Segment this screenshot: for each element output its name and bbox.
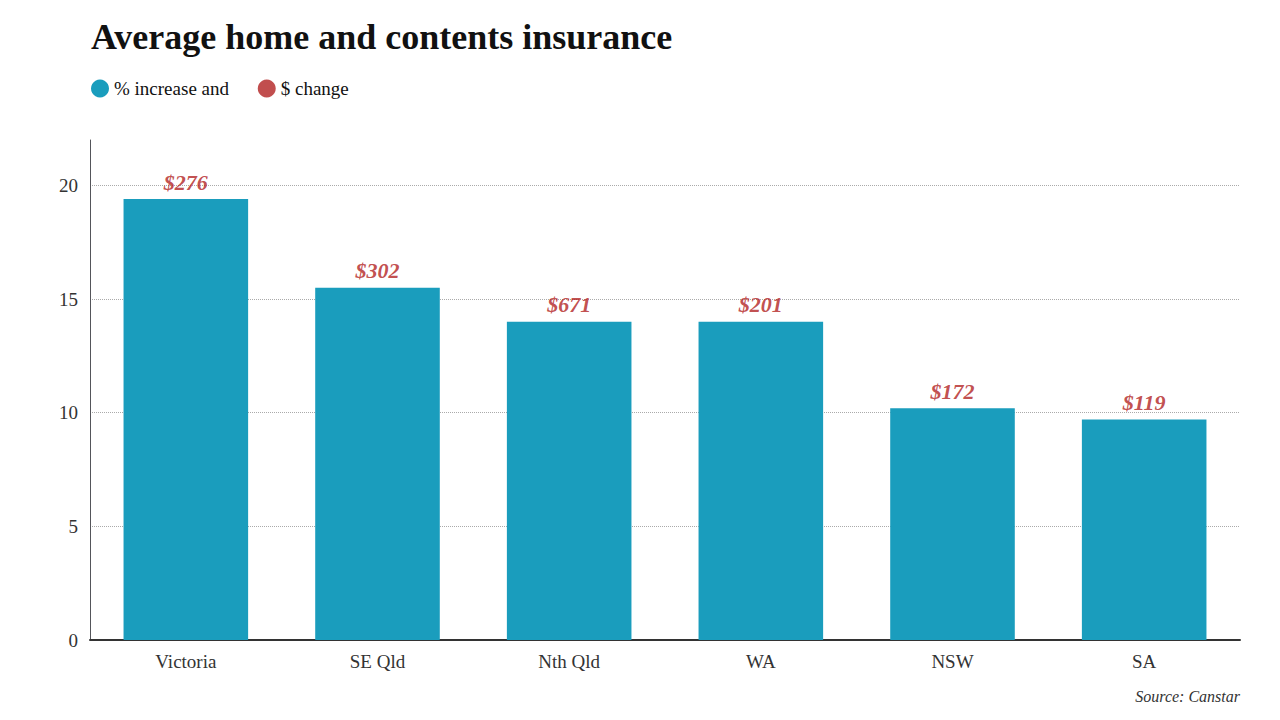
svg-text:SA: SA [1132,651,1157,672]
svg-text:$276: $276 [163,170,208,195]
svg-text:20: 20 [59,175,78,196]
svg-text:$172: $172 [930,379,975,404]
svg-text:5: 5 [69,516,79,537]
svg-text:$ change: $ change [281,78,349,99]
svg-text:Average home and contents insu: Average home and contents insurance [91,17,672,57]
svg-text:WA: WA [746,651,776,672]
svg-text:15: 15 [59,289,78,310]
svg-text:$201: $201 [738,292,783,317]
svg-text:$119: $119 [1122,390,1166,415]
svg-text:0: 0 [69,630,79,651]
svg-text:$302: $302 [355,258,400,283]
svg-text:Source: Canstar: Source: Canstar [1135,688,1241,705]
svg-text:Victoria: Victoria [155,651,217,672]
svg-text:NSW: NSW [931,651,973,672]
svg-text:10: 10 [59,402,78,423]
svg-text:Nth Qld: Nth Qld [538,651,600,672]
svg-text:SE Qld: SE Qld [350,651,406,672]
svg-text:$671: $671 [546,292,591,317]
svg-text:% increase and: % increase and [114,78,234,99]
